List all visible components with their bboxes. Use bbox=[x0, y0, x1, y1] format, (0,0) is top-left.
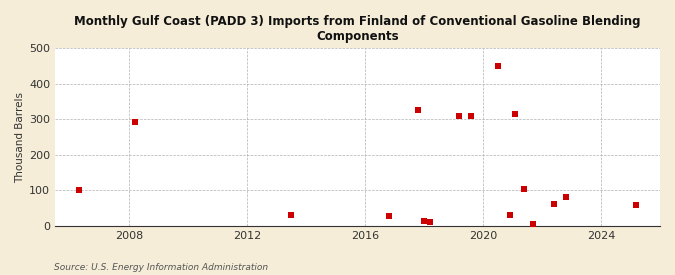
Title: Monthly Gulf Coast (PADD 3) Imports from Finland of Conventional Gasoline Blendi: Monthly Gulf Coast (PADD 3) Imports from… bbox=[74, 15, 641, 43]
Point bbox=[286, 212, 296, 217]
Point bbox=[504, 213, 515, 218]
Point bbox=[425, 220, 435, 225]
Point bbox=[412, 108, 423, 113]
Point bbox=[560, 195, 571, 200]
Point bbox=[74, 188, 84, 192]
Point bbox=[383, 214, 394, 218]
Point bbox=[466, 114, 477, 118]
Point bbox=[130, 120, 140, 124]
Y-axis label: Thousand Barrels: Thousand Barrels bbox=[15, 92, 25, 183]
Point bbox=[492, 64, 503, 68]
Text: Source: U.S. Energy Information Administration: Source: U.S. Energy Information Administ… bbox=[54, 263, 268, 271]
Point bbox=[510, 112, 521, 116]
Point bbox=[528, 222, 539, 226]
Point bbox=[418, 218, 429, 223]
Point bbox=[454, 114, 465, 118]
Point bbox=[548, 201, 559, 206]
Point bbox=[519, 186, 530, 191]
Point bbox=[631, 203, 642, 208]
